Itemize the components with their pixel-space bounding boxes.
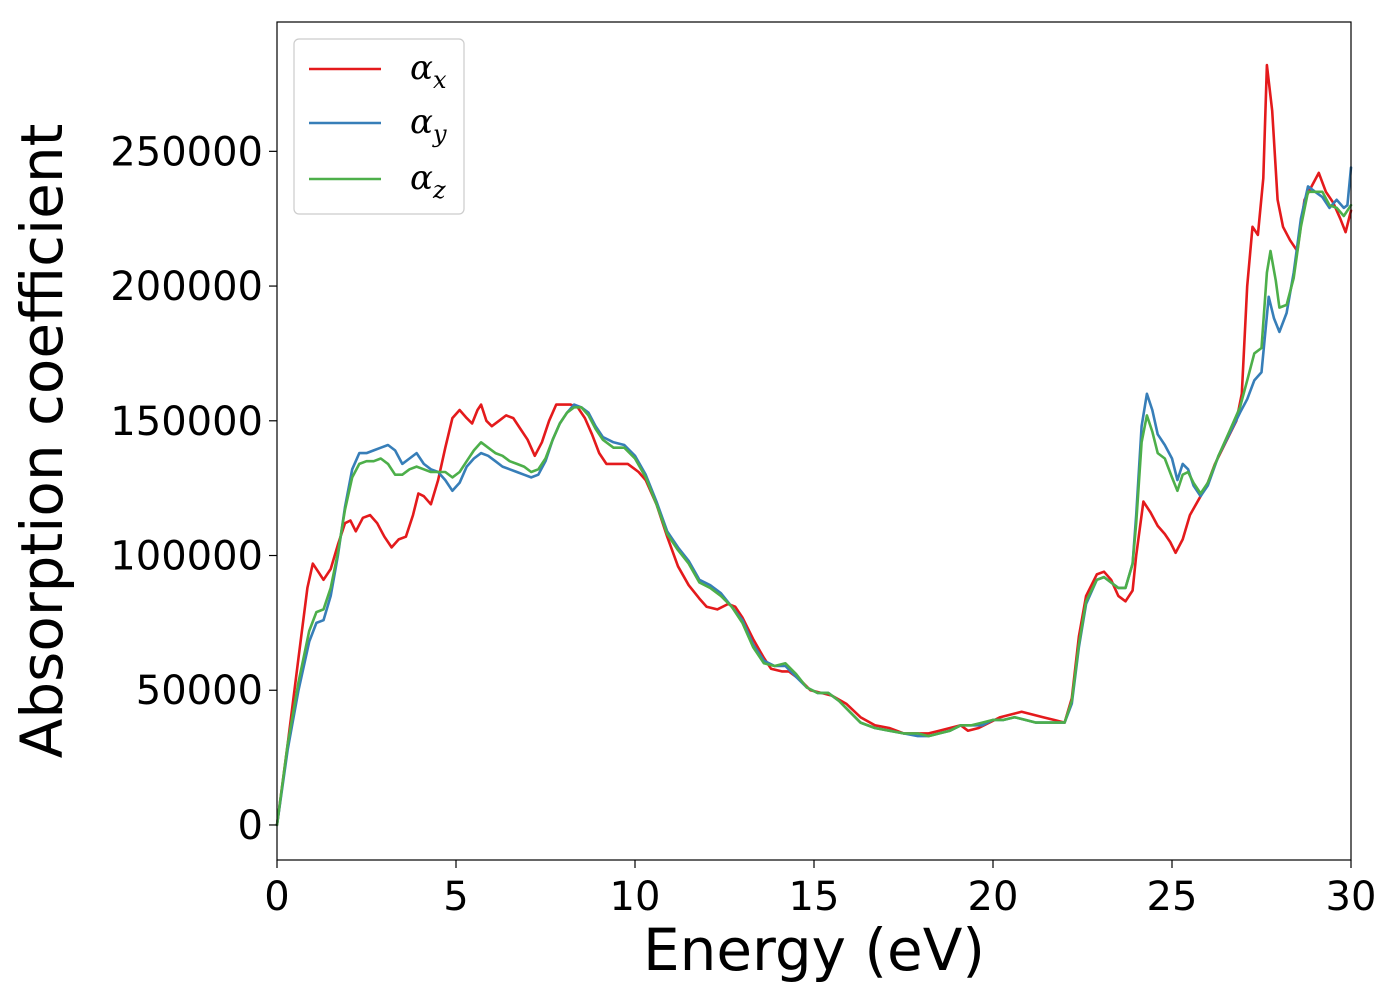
y-axis-ticks: 0 50000 100000 150000 200000 250000	[110, 129, 277, 849]
x-tick-label: 25	[1147, 874, 1198, 920]
y-tick-label: 150000	[110, 399, 263, 445]
y-tick-label: 50000	[136, 668, 263, 714]
y-axis-label: Absorption coefficient	[8, 124, 76, 759]
y-tick-label: 100000	[110, 534, 263, 580]
x-tick-label: 20	[968, 874, 1019, 920]
y-tick-label: 250000	[110, 129, 263, 175]
y-tick-label: 200000	[110, 264, 263, 310]
x-tick-label: 15	[789, 874, 840, 920]
legend-box	[293, 38, 465, 215]
series-layer	[275, 63, 1353, 827]
x-tick-label: 5	[443, 874, 468, 920]
y-tick-label: 0	[238, 803, 263, 849]
series-line-z	[275, 190, 1353, 827]
x-axis-ticks: 0 5 10 15 20 25 30	[264, 860, 1376, 920]
x-tick-label: 30	[1326, 874, 1377, 920]
x-axis-label: Energy (eV)	[643, 916, 985, 984]
x-tick-label: 10	[610, 874, 661, 920]
x-tick-label: 0	[264, 874, 289, 920]
